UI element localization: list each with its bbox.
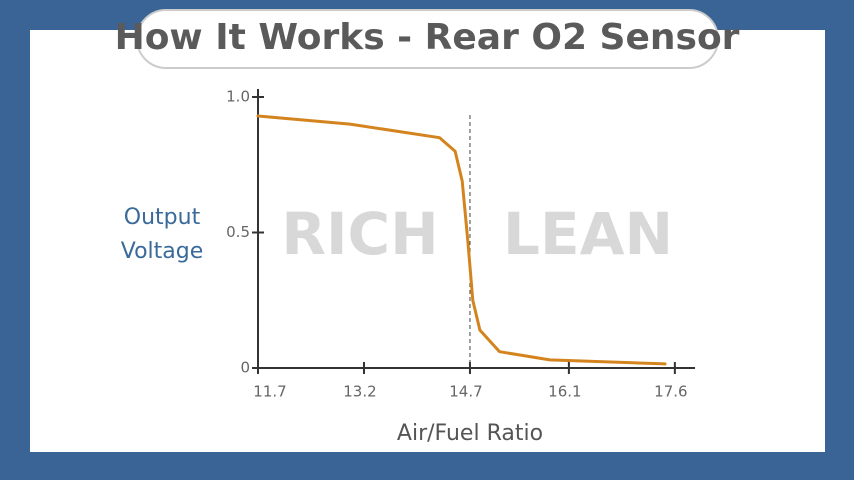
y-axis-label: Voltage: [121, 239, 204, 264]
y-tick-label: 0: [240, 359, 250, 377]
y-tick-label: 0.5: [226, 223, 250, 241]
y-axis-label: Output: [124, 205, 201, 230]
x-tick-label: 13.2: [343, 383, 376, 401]
x-tick-label: 14.7: [449, 383, 482, 401]
annotation: LEAN: [503, 200, 673, 268]
title-pill: [136, 9, 719, 69]
x-tick-label: 16.1: [548, 383, 581, 401]
annotation: RICH: [281, 200, 438, 268]
y-tick-label: 1.0: [226, 88, 250, 106]
panel: [30, 30, 825, 452]
data-line: [256, 114, 667, 366]
chart-title: How It Works - Rear O2 Sensor: [115, 17, 740, 58]
x-tick-label: 11.7: [253, 383, 286, 401]
x-axis-label: Air/Fuel Ratio: [397, 421, 543, 446]
x-tick-label: 17.6: [654, 383, 687, 401]
